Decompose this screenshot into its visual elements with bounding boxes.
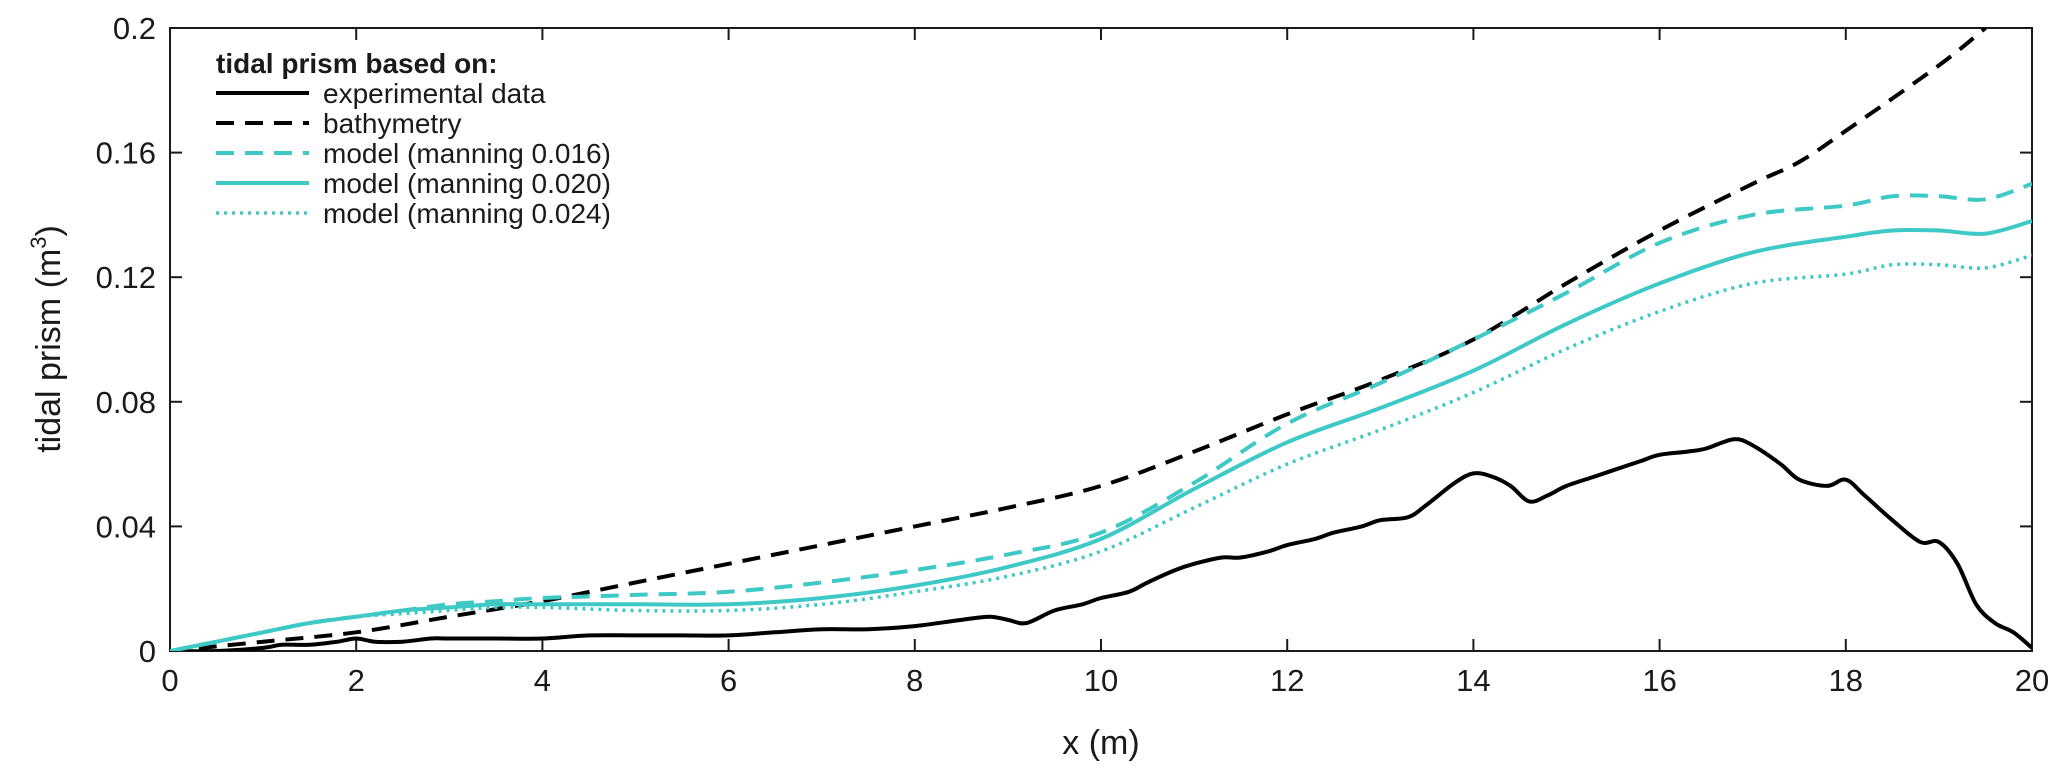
y-tick-label: 0.16 xyxy=(96,136,156,171)
x-tick-label: 16 xyxy=(1642,663,1676,698)
x-tick-label: 12 xyxy=(1270,663,1304,698)
series-layer xyxy=(170,28,2032,651)
y-tick-label: 0.08 xyxy=(96,385,156,420)
x-tick-label: 18 xyxy=(1829,663,1863,698)
x-tick-label: 14 xyxy=(1456,663,1490,698)
x-tick-label: 6 xyxy=(720,663,737,698)
y-tick-label: 0.12 xyxy=(96,260,156,295)
legend: tidal prism based on: experimental datab… xyxy=(216,48,611,229)
legend-label-4: model (manning 0.020) xyxy=(323,168,611,199)
x-tick-label: 2 xyxy=(348,663,365,698)
x-tick-label: 20 xyxy=(2015,663,2049,698)
x-tick-label: 0 xyxy=(161,663,178,698)
y-axis-label-superscript: 3 xyxy=(26,237,51,249)
y-tick-label: 0.2 xyxy=(113,11,156,46)
x-axis-ticks: 0 2 4 6 8 10 12 14 16 18 20 xyxy=(161,28,2049,698)
y-tick-label: 0.04 xyxy=(96,509,156,544)
legend-label-3: model (manning 0.016) xyxy=(323,138,611,169)
series-line-1 xyxy=(170,437,2032,651)
x-axis-label: x (m) xyxy=(1062,724,1139,762)
x-tick-label: 10 xyxy=(1084,663,1118,698)
y-axis-label-close: ) xyxy=(30,225,68,236)
x-tick-label: 4 xyxy=(534,663,551,698)
legend-label-1: experimental data xyxy=(323,78,546,109)
series-line-4 xyxy=(170,219,2032,651)
legend-title: tidal prism based on: xyxy=(216,48,498,79)
y-axis-ticks: 0 0.04 0.08 0.12 0.16 0.2 xyxy=(96,11,2032,669)
y-axis-label-main: tidal prism (m xyxy=(30,249,68,453)
y-axis-label: tidal prism (m3) xyxy=(26,225,68,453)
x-tick-label: 8 xyxy=(906,663,923,698)
series-line-5 xyxy=(170,253,2032,651)
y-tick-label: 0 xyxy=(139,634,156,669)
legend-label-5: model (manning 0.024) xyxy=(323,198,611,229)
legend-label-2: bathymetry xyxy=(323,108,462,139)
